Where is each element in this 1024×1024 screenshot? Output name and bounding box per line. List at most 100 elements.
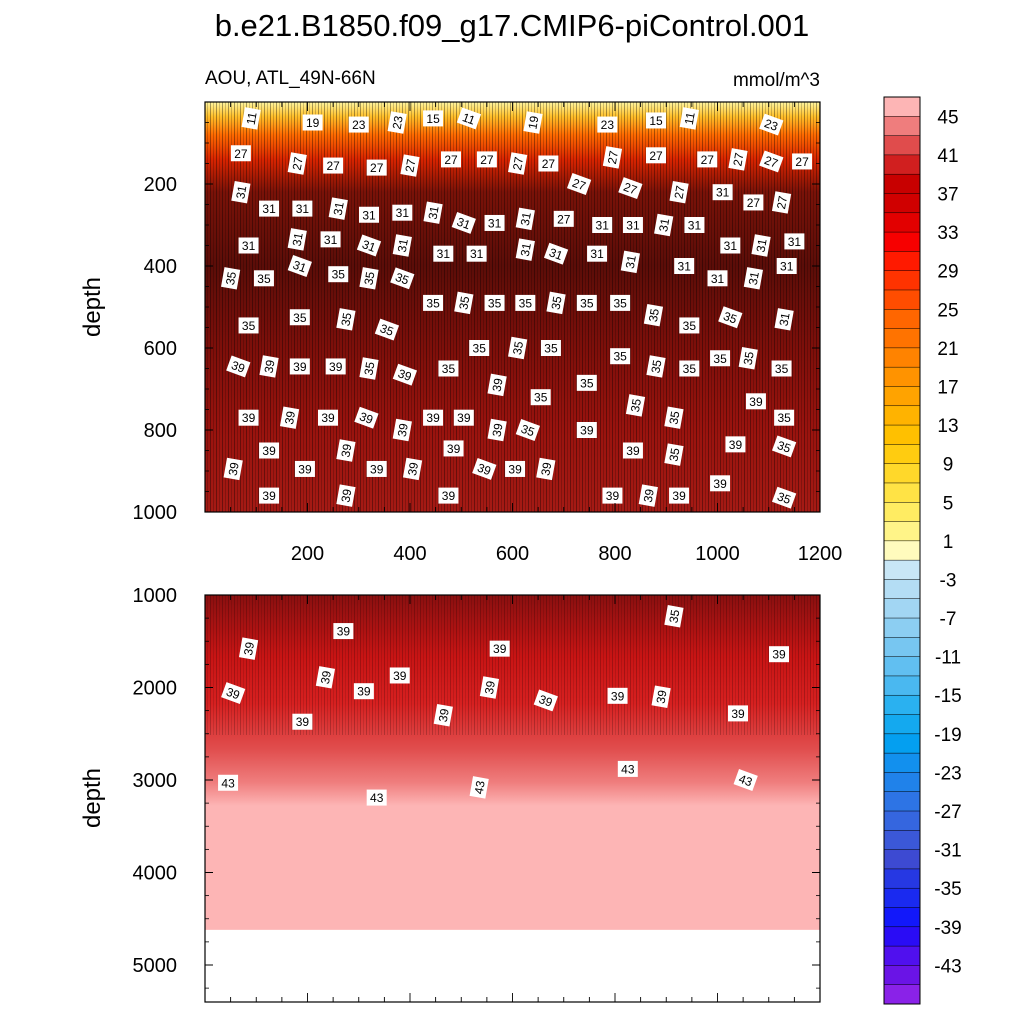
- contour-label-text: 23: [390, 114, 406, 130]
- contour-label-text: 27: [290, 155, 306, 171]
- contour-label-text: 31: [331, 201, 347, 217]
- contour-label-text: 35: [378, 321, 396, 339]
- contour-label-text: 39: [318, 669, 334, 685]
- contour-label-box: [392, 204, 413, 221]
- contour-label: 39: [392, 363, 418, 386]
- colorbar-swatch: [884, 598, 920, 619]
- colorbar-swatch: [884, 463, 920, 484]
- contour-label: 31: [720, 237, 741, 254]
- contour-label-text: 39: [490, 377, 506, 393]
- contour-label-text: 31: [678, 260, 692, 274]
- contour-label-text: 27: [234, 147, 248, 161]
- contour-label: 35: [438, 360, 459, 377]
- contour-label-box: [508, 336, 528, 360]
- ocean-floor: [205, 929, 820, 1002]
- contour-label: 31: [231, 180, 251, 204]
- contour-label-text: 39: [395, 422, 411, 438]
- contour-label-box: [469, 340, 490, 356]
- contour-label-box: [505, 460, 526, 477]
- contour-label-box: [712, 184, 733, 201]
- contour-label-box: [238, 237, 259, 254]
- contour-label: 39: [438, 487, 459, 504]
- contour-label-box: [576, 374, 597, 391]
- contour-label: 39: [489, 640, 510, 657]
- contour-label-text: 27: [510, 155, 526, 171]
- colorbar-label: -35: [934, 879, 961, 900]
- contour-label-box: [745, 393, 766, 410]
- contour-label: 35: [664, 406, 684, 429]
- contour-label-box: [484, 214, 505, 231]
- contour-label-box: [669, 180, 689, 204]
- contour-label-box: [320, 231, 341, 248]
- contour-label-box: [576, 294, 597, 311]
- contour-label-box: [664, 443, 684, 466]
- contour-label-text: 27: [570, 176, 588, 194]
- contour-label-text: 39: [262, 444, 276, 458]
- contour-label: 39: [336, 439, 356, 462]
- contour-label-box: [259, 200, 280, 217]
- colorbar-label: 25: [937, 300, 958, 321]
- contour-label-text: 35: [257, 272, 271, 286]
- contour-label-text: 31: [746, 270, 762, 286]
- contour-label: 39: [638, 484, 658, 507]
- contour-label: 39: [353, 683, 374, 700]
- colorbar-label: 13: [937, 416, 958, 437]
- contour-label-box: [423, 201, 443, 224]
- contour-label: 27: [476, 151, 497, 168]
- contour-label-text: 39: [329, 360, 343, 374]
- contour-label-box: [674, 258, 695, 274]
- contour-label-text: 39: [442, 489, 456, 503]
- lower-y-axis-title: depth: [79, 768, 106, 828]
- contour-label-text: 31: [262, 202, 276, 216]
- contour-label: 39: [325, 358, 346, 375]
- contour-label-text: 39: [749, 395, 763, 409]
- contour-label-text: 35: [510, 340, 526, 356]
- contour-label: 31: [587, 245, 608, 262]
- contour-label-text: 39: [537, 692, 555, 710]
- contour-label-box: [607, 687, 628, 704]
- contour-label-box: [289, 358, 310, 375]
- contour-label-box: [625, 394, 646, 417]
- contour-label: 11: [241, 107, 261, 130]
- contour-label: 27: [771, 191, 792, 214]
- contour-label-text: 43: [370, 791, 384, 805]
- contour-label-text: 27: [326, 159, 340, 173]
- contour-label-text: 39: [241, 641, 257, 657]
- contour-label: 19: [302, 114, 323, 131]
- contour-label-text: 31: [518, 211, 534, 227]
- contour-label: 27: [566, 173, 592, 195]
- contour-label-box: [533, 689, 558, 712]
- colorbar-swatch: [884, 946, 920, 966]
- colorbar-label: -39: [934, 918, 961, 939]
- contour-label-box: [515, 419, 541, 441]
- contour-label-box: [259, 442, 280, 459]
- contour-label-box: [230, 145, 251, 162]
- contour-label: 39: [289, 358, 310, 375]
- contour-label-text: 19: [525, 114, 541, 130]
- contour-label-text: 15: [649, 114, 663, 128]
- contour-label: 31: [238, 237, 259, 254]
- contour-label: 39: [294, 460, 315, 477]
- contour-label: 35: [390, 267, 415, 290]
- contour-label-box: [279, 406, 300, 429]
- colorbar-swatch: [884, 675, 920, 696]
- contour-label-box: [602, 146, 623, 169]
- contour-label: 35: [610, 348, 631, 365]
- contour-label-text: 39: [626, 444, 640, 458]
- contour-label-box: [776, 258, 797, 274]
- contour-label: 31: [622, 217, 643, 233]
- y-tick-label: 3000: [133, 770, 178, 792]
- colorbar-label: 41: [937, 146, 958, 167]
- x-tick-label: 400: [393, 543, 426, 565]
- contour-label: 39: [423, 409, 444, 426]
- contour-label-text: 31: [470, 247, 484, 261]
- contour-label-text: 39: [490, 422, 506, 438]
- contour-label-box: [218, 774, 239, 791]
- contour-label-box: [315, 666, 336, 689]
- contour-label-box: [359, 357, 379, 380]
- y-tick-label: 400: [144, 256, 177, 278]
- contour-label-text: 35: [613, 296, 627, 310]
- colorbar-swatch: [884, 309, 920, 330]
- contour-label-text: 31: [291, 258, 309, 276]
